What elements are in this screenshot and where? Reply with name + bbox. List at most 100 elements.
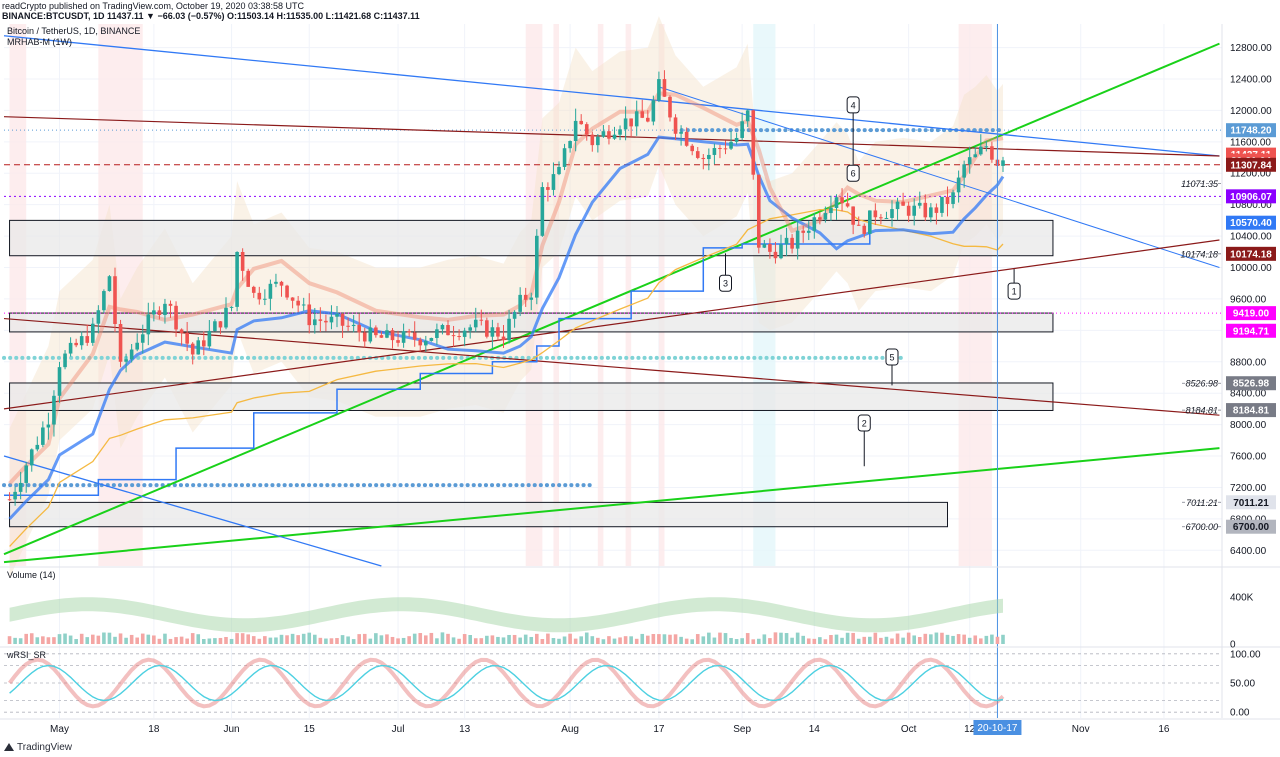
x-tick-label: 17	[653, 724, 665, 735]
candle-down	[202, 340, 206, 347]
volume-bar	[668, 634, 672, 644]
x-tick-label: 16	[1158, 724, 1170, 735]
volume-bar	[174, 637, 178, 644]
candle-down	[629, 118, 633, 127]
candle-up	[385, 330, 389, 338]
volume-bar	[163, 633, 167, 644]
volume-bar	[757, 638, 761, 644]
volume-bar	[96, 635, 101, 644]
x-tick-label: 12	[964, 724, 976, 735]
volume-bar	[279, 634, 284, 644]
callout-label: 5	[889, 353, 894, 363]
volume-bar	[129, 634, 134, 644]
candle-up	[424, 340, 428, 346]
volume-bar	[357, 634, 361, 644]
candle-up	[518, 294, 522, 312]
volume-bar	[806, 638, 811, 644]
highlight-band	[658, 24, 665, 566]
candle-up	[163, 303, 167, 316]
candle-down	[318, 319, 323, 321]
volume-bar	[374, 633, 378, 644]
candle-up	[712, 148, 717, 155]
candle-down	[662, 79, 667, 97]
x-tick-label: Aug	[561, 724, 579, 735]
volume-bar	[579, 636, 583, 644]
volume-bar	[52, 637, 56, 644]
candle-up	[41, 427, 45, 445]
chart-title: Bitcoin / TetherUS, 1D, BINANCE	[7, 26, 141, 36]
support-zone	[9, 219, 1054, 257]
volume-bar	[862, 636, 867, 644]
candle-up	[529, 297, 534, 300]
volume-bar	[540, 639, 545, 644]
candle-down	[113, 276, 117, 325]
candle-down	[412, 332, 417, 340]
blue-trendline-bottom	[3, 455, 382, 567]
candle-down	[118, 324, 123, 362]
candle-down	[479, 319, 484, 321]
candle-up	[734, 137, 739, 142]
candle-down	[279, 281, 284, 286]
publisher-line: readCrypto published on TradingView.com,…	[2, 1, 305, 11]
volume-bar	[512, 634, 517, 644]
price-badge-label: 8184.81	[1233, 406, 1270, 417]
candle-down	[296, 300, 300, 306]
candle-down	[546, 187, 550, 190]
candle-up	[507, 318, 511, 341]
level-line-label: 11071.35	[1181, 179, 1219, 189]
y-tick-label: 10400.00	[1230, 232, 1272, 243]
volume-bar	[673, 634, 678, 644]
volume-bar	[990, 634, 994, 644]
callout-label: 6	[851, 169, 856, 179]
candle-up	[984, 146, 989, 148]
price-badge-label: 11307.84	[1230, 160, 1272, 171]
candle-up	[435, 329, 439, 338]
candle-down	[446, 325, 450, 336]
volume-bar	[429, 632, 434, 644]
candle-up	[368, 327, 373, 342]
candle-up	[146, 314, 151, 335]
candle-down	[179, 329, 184, 333]
candle-down	[801, 230, 805, 233]
price-badge-label: 11748.20	[1230, 126, 1272, 137]
volume-bar	[207, 638, 212, 644]
tradingview-label: TradingView	[17, 742, 73, 753]
candle-up	[823, 213, 828, 220]
candle-down	[757, 174, 761, 248]
candle-up	[91, 323, 95, 343]
level-line-label: 6700.00	[1185, 522, 1218, 532]
candle-up	[551, 174, 556, 190]
y-tick-label: 8000.00	[1230, 420, 1267, 431]
volume-bar	[157, 638, 162, 644]
candle-up	[573, 120, 578, 142]
volume-bar	[501, 637, 506, 644]
volume-bar	[651, 633, 656, 644]
volume-bar	[890, 638, 894, 644]
candle-up	[557, 166, 561, 175]
volume-bar	[829, 634, 833, 644]
callout-box	[885, 348, 899, 366]
x-tick-label: Sep	[733, 724, 751, 735]
price-labels: 11748.2011437.1120:21:0411307.8410906.07…	[1180, 123, 1276, 534]
candle-down	[390, 330, 395, 341]
x-tick-label: Nov	[1072, 724, 1090, 735]
volume-bar	[379, 635, 384, 644]
candle-up	[140, 334, 145, 343]
blue-trendline-top	[3, 35, 1220, 157]
x-tick-label: 14	[809, 724, 821, 735]
volume-bar	[962, 634, 966, 644]
candle-up	[512, 311, 517, 319]
x-tick-label: 18	[148, 724, 160, 735]
highlight-band	[525, 24, 543, 566]
volume-bar	[596, 637, 600, 644]
candle-down	[695, 151, 700, 158]
volume-bar	[845, 632, 850, 644]
candle-up	[1001, 160, 1005, 166]
candle-up	[940, 196, 944, 213]
callout-box	[846, 164, 860, 182]
price-badge-label: 7011.21	[1233, 498, 1269, 509]
volume-bar	[324, 638, 328, 644]
callout-box	[846, 96, 860, 114]
candle-down	[257, 292, 262, 300]
